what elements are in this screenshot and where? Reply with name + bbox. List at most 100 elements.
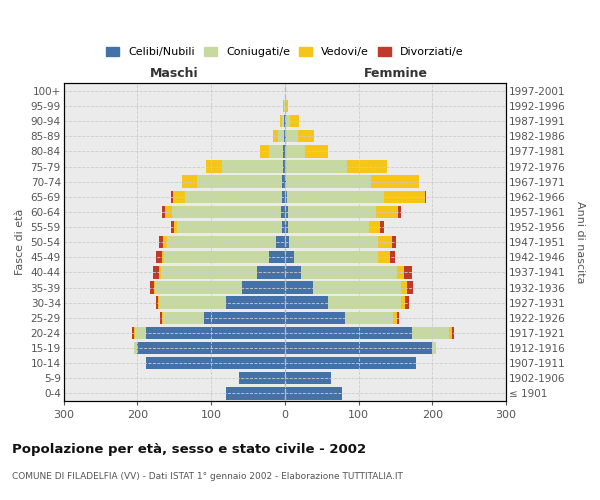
Bar <box>392 236 396 248</box>
Bar <box>285 357 416 370</box>
Bar <box>285 372 331 384</box>
Bar <box>285 115 286 128</box>
Bar <box>401 282 407 294</box>
Bar <box>289 236 378 248</box>
Bar <box>156 251 161 264</box>
Bar <box>285 251 293 264</box>
Bar <box>286 130 298 142</box>
Bar <box>153 266 159 278</box>
Y-axis label: Anni di nascita: Anni di nascita <box>575 201 585 283</box>
Bar <box>285 266 301 278</box>
Bar <box>206 160 222 172</box>
Bar <box>285 221 288 233</box>
Bar <box>285 342 432 354</box>
Bar <box>378 236 392 248</box>
Bar <box>282 115 284 128</box>
Legend: Celibi/Nubili, Coniugati/e, Vedovi/e, Divorziati/e: Celibi/Nubili, Coniugati/e, Vedovi/e, Di… <box>104 44 466 60</box>
Bar <box>171 190 173 203</box>
Bar <box>172 206 281 218</box>
Bar <box>161 266 257 278</box>
Bar <box>160 312 161 324</box>
Bar <box>146 357 285 370</box>
Bar <box>371 176 419 188</box>
Bar <box>449 326 452 339</box>
Bar <box>280 115 282 128</box>
Bar <box>203 312 285 324</box>
Bar <box>170 221 174 233</box>
Bar <box>283 145 285 158</box>
Bar <box>167 236 276 248</box>
Bar <box>328 296 401 309</box>
Bar <box>226 296 285 309</box>
Bar <box>380 221 383 233</box>
Text: COMUNE DI FILADELFIA (VV) - Dati ISTAT 1° gennaio 2002 - Elaborazione TUTTITALIA: COMUNE DI FILADELFIA (VV) - Dati ISTAT 1… <box>12 472 403 481</box>
Bar <box>146 326 285 339</box>
Bar <box>285 176 286 188</box>
Bar <box>276 236 285 248</box>
Bar <box>222 160 283 172</box>
Bar <box>197 176 282 188</box>
Bar <box>185 190 282 203</box>
Bar <box>239 372 285 384</box>
Bar <box>283 160 285 172</box>
Bar <box>260 145 269 158</box>
Bar <box>285 100 286 112</box>
Bar <box>282 221 285 233</box>
Bar <box>156 296 158 309</box>
Bar <box>404 266 412 278</box>
Bar <box>290 115 299 128</box>
Text: Maschi: Maschi <box>150 68 199 80</box>
Bar <box>158 296 160 309</box>
Bar <box>269 145 283 158</box>
Bar <box>134 342 137 354</box>
Bar <box>345 312 393 324</box>
Bar <box>174 221 177 233</box>
Bar <box>301 266 397 278</box>
Bar <box>160 296 226 309</box>
Bar <box>286 176 371 188</box>
Bar <box>177 221 282 233</box>
Bar <box>257 266 285 278</box>
Bar <box>412 326 449 339</box>
Bar <box>284 115 285 128</box>
Bar <box>293 251 379 264</box>
Bar <box>173 190 185 203</box>
Bar <box>281 206 285 218</box>
Bar <box>284 130 285 142</box>
Bar <box>283 100 284 112</box>
Bar <box>226 387 285 400</box>
Bar <box>407 282 413 294</box>
Bar <box>379 251 389 264</box>
Bar <box>163 236 167 248</box>
Bar <box>137 342 285 354</box>
Bar <box>298 130 314 142</box>
Bar <box>393 312 397 324</box>
Bar <box>161 312 163 324</box>
Bar <box>285 387 343 400</box>
Bar <box>242 282 285 294</box>
Bar <box>401 296 405 309</box>
Bar <box>135 326 146 339</box>
Bar <box>282 190 285 203</box>
Bar <box>154 282 155 294</box>
Bar <box>163 206 164 218</box>
Bar <box>159 266 161 278</box>
Bar <box>286 160 347 172</box>
Bar <box>285 190 287 203</box>
Bar <box>163 312 203 324</box>
Bar <box>405 296 409 309</box>
Bar <box>164 251 269 264</box>
Text: Femmine: Femmine <box>364 68 427 80</box>
Bar <box>132 326 134 339</box>
Bar <box>182 176 197 188</box>
Bar <box>286 100 289 112</box>
Bar <box>278 130 284 142</box>
Bar <box>160 236 163 248</box>
Bar <box>398 206 401 218</box>
Bar <box>287 190 385 203</box>
Bar <box>285 296 328 309</box>
Y-axis label: Fasce di età: Fasce di età <box>15 209 25 276</box>
Bar <box>285 312 345 324</box>
Bar <box>397 312 399 324</box>
Bar <box>288 206 376 218</box>
